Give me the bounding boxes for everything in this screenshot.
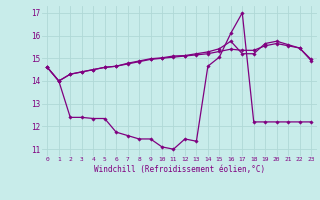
X-axis label: Windchill (Refroidissement éolien,°C): Windchill (Refroidissement éolien,°C) xyxy=(94,165,265,174)
